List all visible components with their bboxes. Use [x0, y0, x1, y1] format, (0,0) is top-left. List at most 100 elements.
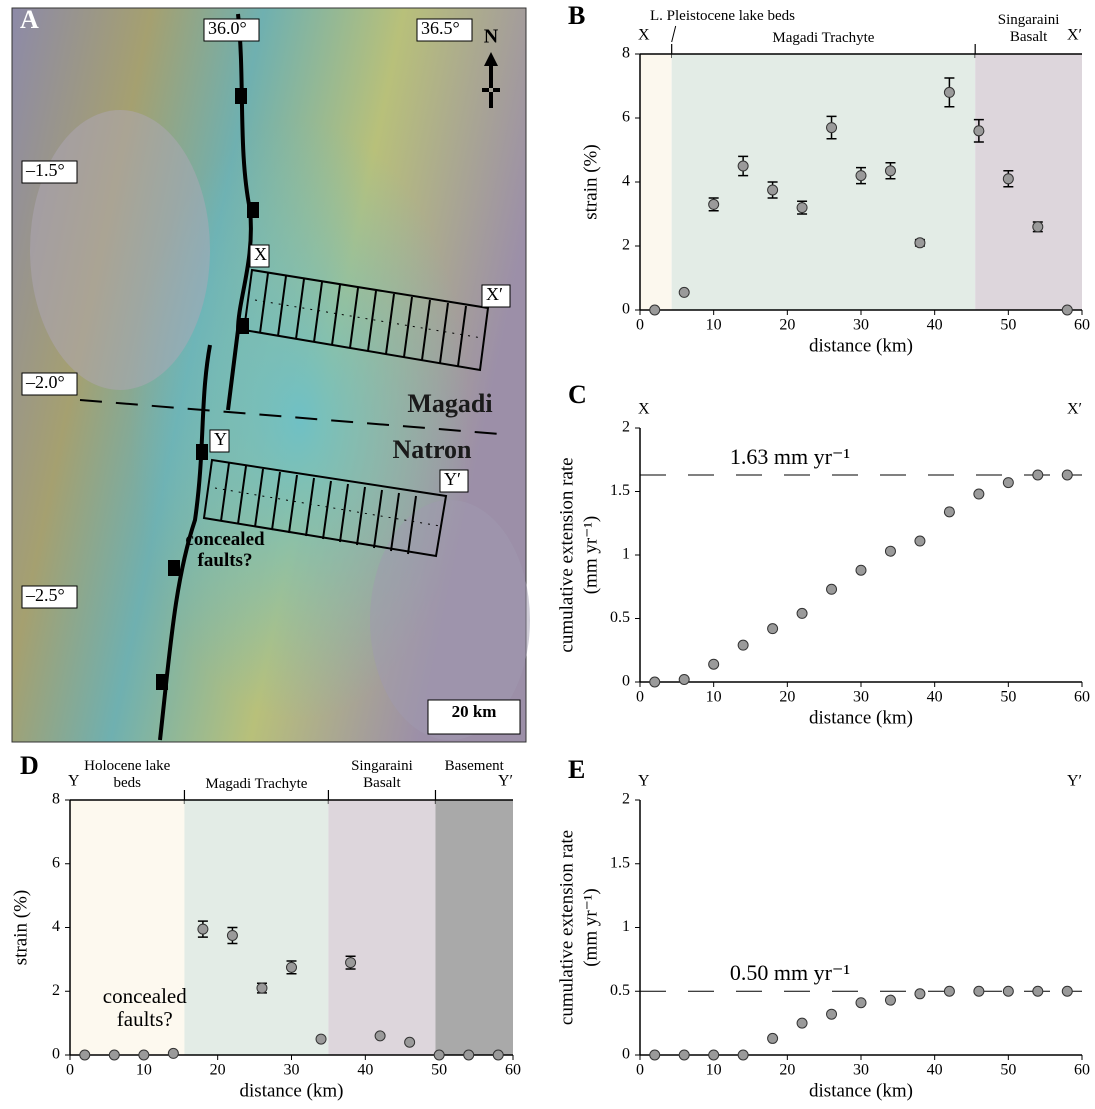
data-point — [738, 1050, 748, 1060]
latitude-label: –2.5° — [25, 585, 65, 605]
data-point — [346, 958, 356, 968]
data-point — [405, 1037, 415, 1047]
x-tick-label: 20 — [779, 689, 795, 706]
data-point — [109, 1050, 119, 1060]
map-annotation: concealed faults? — [170, 530, 280, 572]
data-point — [227, 930, 237, 940]
y-tick-label: 1.5 — [610, 854, 630, 871]
x-tick-label: 10 — [706, 317, 722, 334]
y-axis-label: cumulative extension rate — [556, 830, 577, 1025]
x-tick-label: 10 — [706, 1062, 722, 1079]
fault-tick — [237, 318, 249, 334]
panel-letter: C — [568, 380, 587, 409]
data-point — [1062, 986, 1072, 996]
x-tick-label: 50 — [1000, 689, 1016, 706]
x-tick-label: 60 — [1074, 1062, 1090, 1079]
label-pointer — [672, 26, 676, 42]
region — [640, 54, 672, 310]
x-tick-label: 20 — [779, 317, 795, 334]
data-point — [679, 674, 689, 684]
data-point — [974, 126, 984, 136]
end-label: X′ — [1067, 401, 1082, 418]
y-tick-label: 0 — [622, 301, 630, 318]
y-tick-label: 0 — [52, 1046, 60, 1063]
data-point — [80, 1050, 90, 1060]
x-axis-label: distance (km) — [809, 707, 913, 728]
y-tick-label: 4 — [622, 173, 630, 190]
fault-tick — [156, 674, 168, 690]
region-label: Magadi Trachyte — [187, 776, 325, 793]
x-tick-label: 30 — [853, 1062, 869, 1079]
region-label: Holocene lake beds — [73, 758, 181, 791]
data-point — [679, 287, 689, 297]
data-point — [738, 640, 748, 650]
data-point — [1003, 986, 1013, 996]
profile-label: X′ — [486, 284, 503, 304]
data-point — [856, 171, 866, 181]
data-point — [738, 161, 748, 171]
data-point — [198, 924, 208, 934]
y-tick-label: 2 — [622, 237, 630, 254]
data-point — [856, 998, 866, 1008]
data-point — [827, 584, 837, 594]
x-axis-label: distance (km) — [809, 1080, 913, 1101]
latitude-label: –2.0° — [25, 372, 65, 392]
y-tick-label: 2 — [622, 791, 630, 808]
data-point — [1062, 305, 1072, 315]
y-tick-label: 6 — [52, 854, 60, 871]
longitude-label: 36.0° — [208, 18, 247, 38]
x-tick-label: 60 — [1074, 689, 1090, 706]
data-point — [168, 1048, 178, 1058]
profile-label: Y′ — [444, 469, 461, 489]
data-point — [1003, 174, 1013, 184]
region-label: Singaraini Basalt — [331, 758, 432, 791]
x-tick-label: 60 — [505, 1062, 521, 1079]
y-axis-label: strain (%) — [580, 144, 601, 219]
data-point — [797, 203, 807, 213]
y-tick-label: 4 — [52, 918, 60, 935]
data-point — [1033, 222, 1043, 232]
x-tick-label: 50 — [1000, 317, 1016, 334]
y-axis-label: strain (%) — [10, 890, 31, 965]
data-point — [1062, 470, 1072, 480]
data-point — [974, 489, 984, 499]
data-point — [944, 986, 954, 996]
fault-tick — [247, 202, 259, 218]
figure: A36.0°36.5°–1.5°–2.0°–2.5°XX′YY′MagadiNa… — [0, 0, 1095, 1109]
y-tick-label: 1.5 — [610, 482, 630, 499]
data-point — [915, 989, 925, 999]
x-tick-label: 10 — [136, 1062, 152, 1079]
x-tick-label: 40 — [927, 1062, 943, 1079]
data-point — [139, 1050, 149, 1060]
x-tick-label: 0 — [636, 317, 644, 334]
data-point — [375, 1031, 385, 1041]
x-tick-label: 0 — [66, 1062, 74, 1079]
x-tick-label: 50 — [1000, 1062, 1016, 1079]
figure-canvas: A36.0°36.5°–1.5°–2.0°–2.5°XX′YY′MagadiNa… — [0, 0, 1095, 1109]
x-tick-label: 20 — [779, 1062, 795, 1079]
y-tick-label: 0.5 — [610, 982, 630, 999]
fault-tick — [196, 444, 208, 460]
data-point — [709, 659, 719, 669]
x-tick-label: 0 — [636, 689, 644, 706]
region-label: L. Pleistocene lake beds — [650, 8, 840, 25]
y-axis-label: (mm yr⁻¹) — [580, 516, 601, 595]
y-axis-label: cumulative extension rate — [556, 457, 577, 652]
x-tick-label: 10 — [706, 689, 722, 706]
data-point — [287, 962, 297, 972]
panel-letter: A — [20, 5, 39, 34]
scale-label: 20 km — [452, 702, 497, 721]
data-point — [827, 1009, 837, 1019]
region-label: Singaraini Basalt — [978, 12, 1079, 45]
y-tick-label: 1 — [622, 918, 630, 935]
x-tick-label: 40 — [927, 689, 943, 706]
data-point — [827, 123, 837, 133]
x-tick-label: 40 — [357, 1062, 373, 1079]
region — [328, 800, 435, 1055]
relief — [30, 110, 210, 390]
data-point — [768, 624, 778, 634]
reference-label: 1.63 mm yr⁻¹ — [710, 445, 870, 469]
region-label: Magadi Trachyte — [748, 30, 898, 47]
data-point — [434, 1050, 444, 1060]
y-axis-label: (mm yr⁻¹) — [580, 888, 601, 967]
